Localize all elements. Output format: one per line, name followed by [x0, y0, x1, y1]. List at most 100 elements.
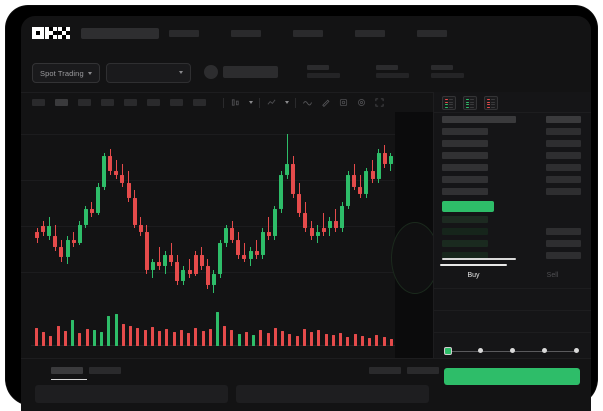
timeframe-2[interactable] — [78, 99, 91, 106]
candle-body — [132, 198, 137, 225]
slider-step-25[interactable] — [478, 348, 483, 353]
candle-wick — [323, 213, 325, 236]
chevron-down-icon — [179, 71, 183, 74]
orderbook-bids-icon[interactable] — [463, 96, 477, 110]
orderbook-bid-qty — [442, 216, 488, 223]
slider-handle[interactable] — [444, 347, 452, 355]
volume-bar — [92, 330, 96, 346]
market-stat-1-value — [376, 73, 409, 78]
market-stat-0-value — [307, 73, 340, 78]
candle-body — [89, 209, 94, 214]
orderbook-bid-price — [546, 252, 581, 259]
okx-logo[interactable] — [32, 27, 70, 39]
candle-body — [321, 228, 326, 233]
nav-item-0[interactable] — [169, 30, 199, 37]
timeframe-3[interactable] — [101, 99, 114, 106]
candle-wick — [359, 175, 361, 198]
orderbook-ask-qty — [442, 164, 488, 171]
spot-trading-label: Spot Trading — [40, 68, 84, 78]
volume-bar — [353, 334, 357, 346]
compare-icon[interactable] — [303, 98, 312, 107]
bottom-right-tab-1[interactable] — [407, 367, 439, 374]
candle-body — [126, 182, 131, 198]
orders-panel-right[interactable] — [236, 385, 429, 403]
volume-bar — [216, 312, 219, 346]
last-price-display — [223, 66, 278, 78]
orderbook-both-icon[interactable] — [442, 96, 456, 110]
chart-gridline — [21, 180, 433, 181]
bottom-tab-0[interactable] — [51, 367, 87, 380]
bottom-right-tab-1-label — [407, 367, 439, 374]
volume-bar — [346, 337, 350, 346]
settings-icon[interactable] — [357, 98, 366, 107]
volume-bar — [56, 326, 60, 346]
volume-bar — [49, 336, 53, 346]
chart-tool-group-2 — [267, 98, 289, 107]
timeframe-7[interactable] — [193, 99, 206, 106]
timeframe-6[interactable] — [170, 99, 183, 106]
chart-overlay-blob — [391, 222, 433, 294]
bottom-right-tab-0[interactable] — [369, 367, 401, 374]
trading-pair-select[interactable] — [106, 63, 191, 83]
timeframe-5[interactable] — [147, 99, 160, 106]
volume-bar — [201, 331, 205, 346]
bottom-tab-1[interactable] — [89, 367, 121, 374]
nav-item-2[interactable] — [293, 30, 323, 37]
chart-gridline — [21, 272, 433, 273]
volume-bar — [35, 328, 38, 346]
orderbook-ask-qty — [442, 152, 488, 159]
candle-body — [333, 220, 338, 229]
nav-items — [169, 30, 447, 37]
candle-body — [150, 262, 155, 270]
candle-body — [59, 247, 64, 257]
orderbook-depth-bar — [442, 258, 516, 260]
candle-body — [77, 224, 82, 244]
timeframe-1[interactable] — [55, 99, 68, 106]
submit-buy-button[interactable] — [444, 368, 580, 385]
timeframe-0[interactable] — [32, 99, 45, 106]
price-chart[interactable] — [21, 112, 433, 358]
nav-item-4[interactable] — [417, 30, 447, 37]
form-divider — [434, 288, 591, 289]
candle-body — [114, 171, 119, 176]
tab-sell[interactable]: Sell — [546, 271, 559, 279]
candle-body — [303, 213, 308, 229]
candle-body — [358, 186, 363, 195]
candle-body — [272, 209, 277, 236]
magnet-icon[interactable] — [339, 98, 348, 107]
global-search-input[interactable] — [81, 28, 159, 39]
orderbook-bid-qty — [442, 240, 488, 247]
orderbook-last-price — [442, 201, 494, 212]
spot-trading-dropdown[interactable]: Spot Trading — [32, 63, 100, 83]
indicator-icon[interactable] — [267, 98, 276, 107]
candle-body — [260, 232, 265, 255]
slider-step-75[interactable] — [542, 348, 547, 353]
bottom-tab-1-label — [89, 367, 121, 374]
candles-icon[interactable] — [231, 98, 240, 107]
fullscreen-icon[interactable] — [375, 98, 384, 107]
volume-bar — [158, 331, 162, 346]
candle-body — [53, 235, 58, 248]
orderbook-asks-icon[interactable] — [484, 96, 498, 110]
volume-bar — [172, 332, 176, 346]
tab-buy[interactable]: Buy — [467, 271, 480, 279]
slider-step-50[interactable] — [510, 348, 515, 353]
candle-wick — [372, 160, 373, 183]
volume-bar — [223, 326, 227, 346]
orders-panel-left[interactable] — [35, 385, 228, 403]
chevron-down-icon[interactable] — [249, 101, 253, 104]
pencil-icon[interactable] — [321, 98, 330, 107]
market-stat-1-label — [376, 65, 398, 70]
logo-letter-x — [58, 27, 70, 39]
active-tab-underline — [440, 264, 507, 266]
amount-slider[interactable] — [444, 347, 580, 355]
nav-item-3[interactable] — [355, 30, 385, 37]
orderbook-ask-price — [546, 188, 581, 195]
nav-item-1[interactable] — [231, 30, 261, 37]
timeframe-4[interactable] — [124, 99, 137, 106]
candle-wick — [256, 239, 258, 259]
candle-body — [254, 251, 259, 255]
logo-letter-o — [32, 27, 44, 39]
slider-step-100[interactable] — [574, 348, 579, 353]
chevron-down-icon[interactable] — [285, 101, 289, 104]
